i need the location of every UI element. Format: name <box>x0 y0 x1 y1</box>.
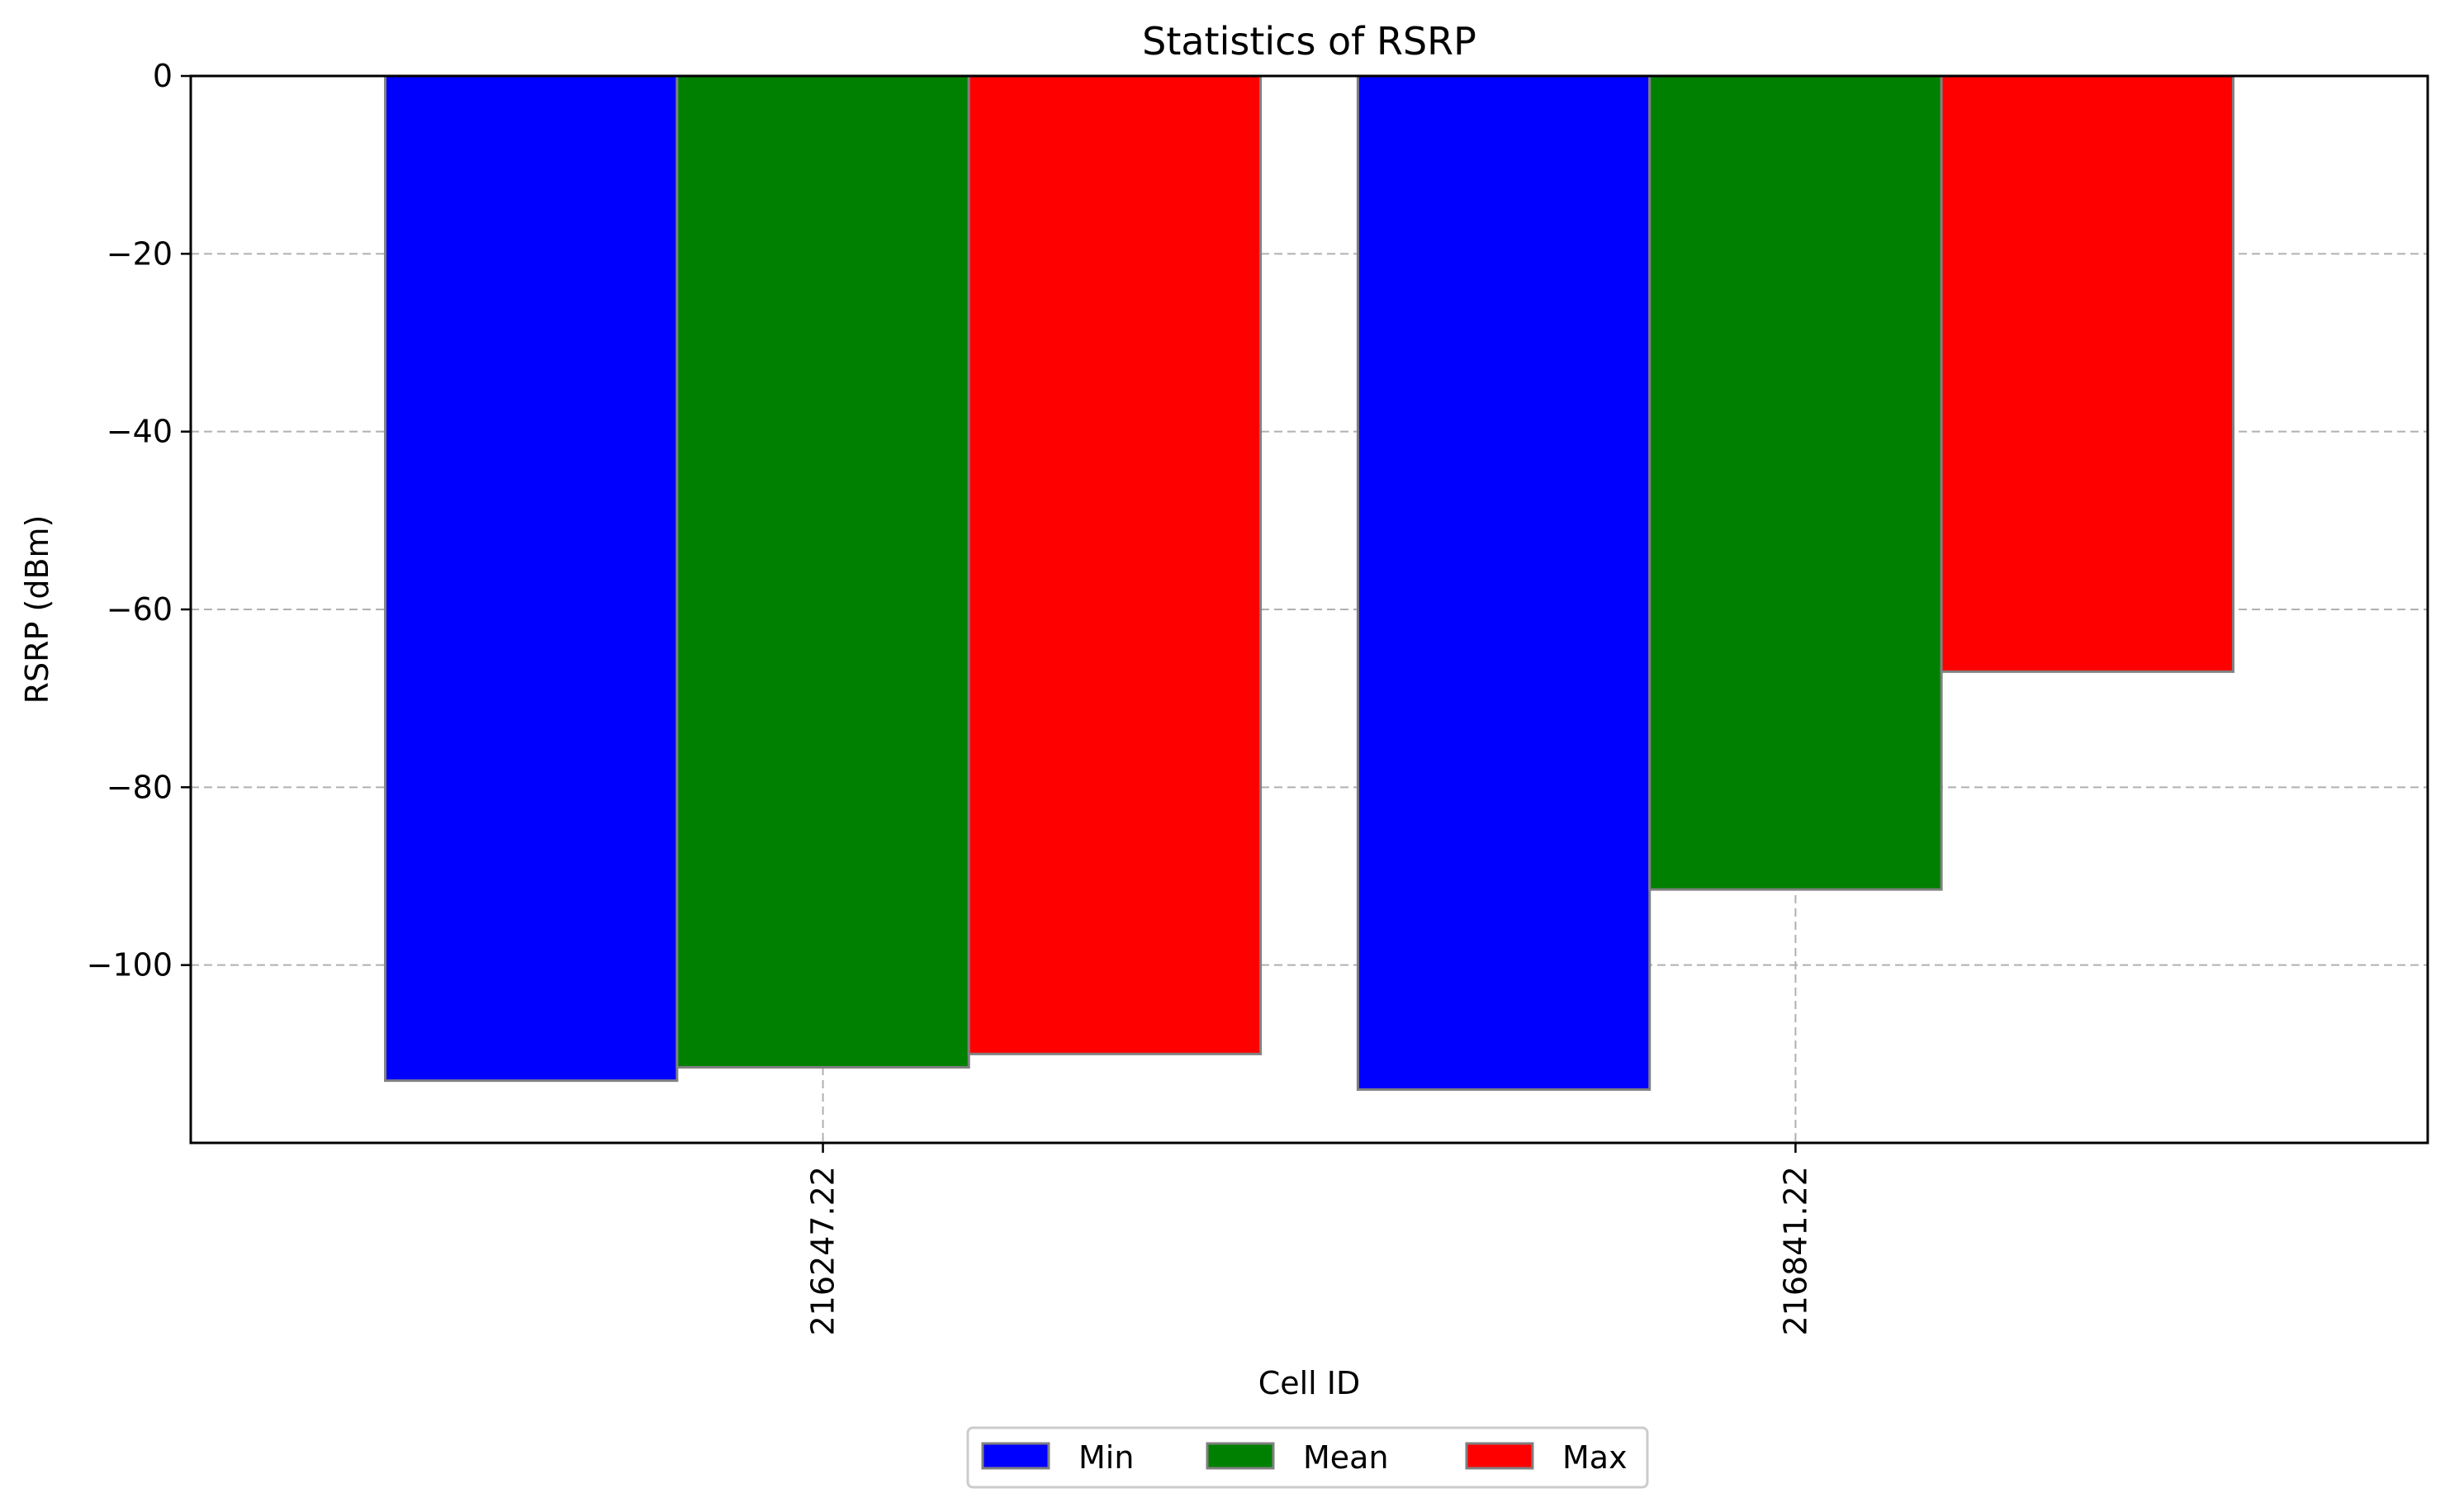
legend-swatch-mean <box>1206 1442 1275 1470</box>
bar-mean <box>675 74 970 1069</box>
bar-mean <box>1648 74 1943 891</box>
bar-min <box>1356 74 1651 1091</box>
chart-title: Statistics of RSRP <box>1142 19 1476 64</box>
bar-max <box>967 74 1263 1055</box>
y-axis-ticks: 0 −20 −40 −60 −80 −100 <box>87 58 191 984</box>
bar-max <box>1940 74 2234 673</box>
y-tick-label: −60 <box>107 591 173 628</box>
y-tick-label: 0 <box>153 58 173 94</box>
x-tick-label: 216247.22 <box>805 1166 841 1336</box>
x-axis-title: Cell ID <box>1258 1365 1361 1401</box>
x-tick-label: 216841.22 <box>1777 1166 1813 1336</box>
x-axis-ticks: 216247.22 216841.22 <box>805 1143 1813 1336</box>
legend-label-mean: Mean <box>1303 1439 1389 1476</box>
y-tick-label: −80 <box>107 769 173 805</box>
y-axis-title: RSRP (dBm) <box>19 515 55 704</box>
legend-label-min: Min <box>1078 1439 1134 1476</box>
legend-label-max: Max <box>1562 1439 1628 1476</box>
bar-min <box>384 74 679 1083</box>
legend: Min Mean Max <box>966 1426 1649 1489</box>
legend-swatch-min <box>981 1442 1050 1470</box>
bars <box>384 74 2234 1091</box>
y-tick-label: −20 <box>107 235 173 272</box>
y-tick-label: −100 <box>87 947 173 984</box>
y-tick-label: −40 <box>107 414 173 450</box>
legend-swatch-max <box>1465 1442 1534 1470</box>
